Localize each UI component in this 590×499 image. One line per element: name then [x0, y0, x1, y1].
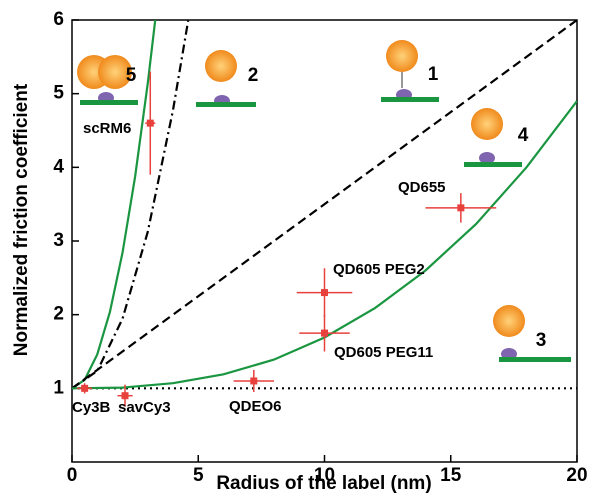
curve	[72, 20, 190, 390]
curve	[72, 20, 157, 390]
y-tick-label: 3	[53, 230, 64, 251]
x-tick-label: 0	[67, 465, 78, 486]
x-tick-label: 10	[314, 465, 335, 486]
point-label: savCy3	[118, 399, 171, 416]
point-label: Cy3B	[72, 399, 111, 416]
icon-number: 1	[428, 64, 439, 85]
point	[321, 329, 328, 337]
y-axis-label: Normalized friction coefficient	[11, 83, 32, 356]
point-label: QD655	[398, 179, 446, 196]
icon-number: 5	[126, 65, 137, 86]
x-axis-label: Radius of the label (nm)	[216, 473, 431, 494]
point-label: QDEO6	[229, 398, 282, 415]
point	[121, 392, 129, 400]
y-tick-label: 4	[53, 156, 64, 177]
y-tick-label: 6	[53, 9, 64, 30]
point	[146, 119, 154, 127]
point	[321, 289, 328, 297]
y-tick-label: 2	[53, 304, 64, 325]
x-tick-label: 15	[440, 465, 462, 486]
point	[457, 204, 465, 212]
point-label: QD605 PEG11	[334, 344, 433, 361]
point-label: scRM6	[83, 120, 131, 137]
icon-number: 4	[518, 125, 529, 146]
icons	[77, 40, 571, 362]
point	[250, 377, 258, 385]
point-label: QD605 PEG2	[333, 261, 425, 278]
y-tick-label: 1	[53, 377, 64, 398]
x-tick-label: 20	[566, 465, 587, 486]
point	[81, 384, 89, 392]
icon-number: 3	[536, 330, 547, 351]
y-tick-label: 5	[53, 83, 64, 104]
curve	[72, 20, 577, 390]
x-tick-label: 5	[193, 465, 204, 486]
icon-number: 2	[248, 65, 259, 86]
